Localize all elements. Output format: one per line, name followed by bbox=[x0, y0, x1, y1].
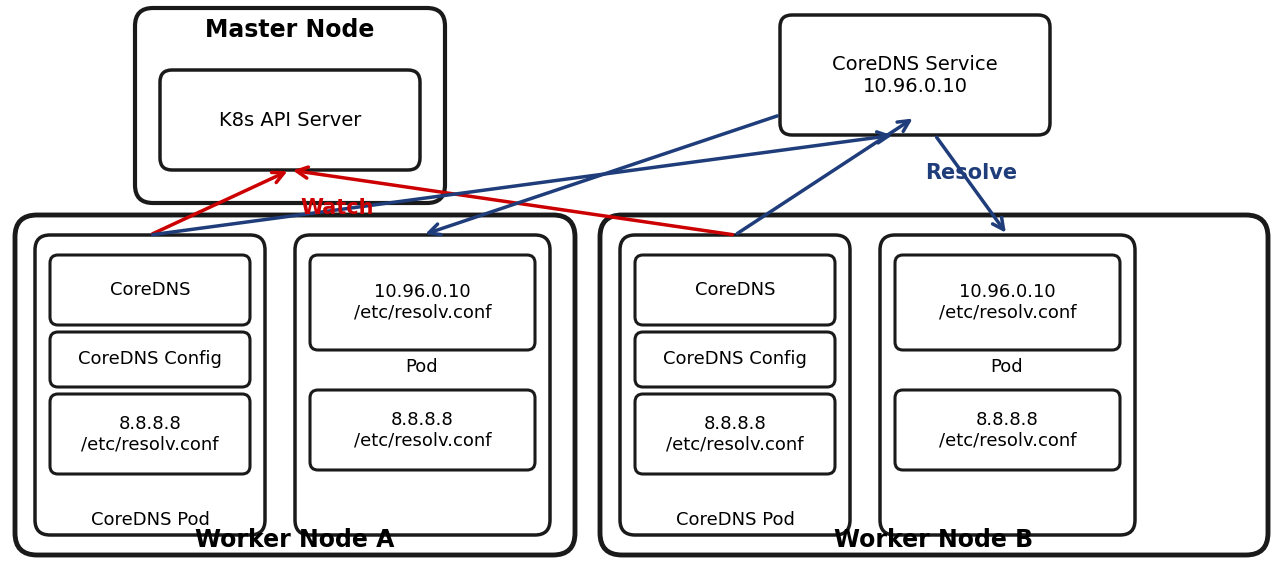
Text: 10.96.0.10
/etc/resolv.conf: 10.96.0.10 /etc/resolv.conf bbox=[354, 283, 492, 322]
Text: CoreDNS Config: CoreDNS Config bbox=[79, 350, 221, 369]
FancyBboxPatch shape bbox=[634, 332, 835, 387]
Text: Master Node: Master Node bbox=[206, 18, 375, 42]
FancyBboxPatch shape bbox=[50, 332, 250, 387]
FancyBboxPatch shape bbox=[50, 394, 250, 474]
FancyBboxPatch shape bbox=[880, 235, 1135, 535]
FancyBboxPatch shape bbox=[35, 235, 265, 535]
FancyBboxPatch shape bbox=[634, 394, 835, 474]
Text: CoreDNS Pod: CoreDNS Pod bbox=[90, 511, 210, 529]
Text: CoreDNS Pod: CoreDNS Pod bbox=[676, 511, 794, 529]
FancyBboxPatch shape bbox=[620, 235, 849, 535]
Text: 10.96.0.10
/etc/resolv.conf: 10.96.0.10 /etc/resolv.conf bbox=[938, 283, 1076, 322]
Text: Resolve: Resolve bbox=[925, 163, 1017, 183]
Text: CoreDNS Service
10.96.0.10: CoreDNS Service 10.96.0.10 bbox=[833, 55, 997, 96]
FancyBboxPatch shape bbox=[295, 235, 550, 535]
FancyBboxPatch shape bbox=[310, 390, 535, 470]
FancyBboxPatch shape bbox=[634, 255, 835, 325]
FancyBboxPatch shape bbox=[894, 255, 1120, 350]
FancyBboxPatch shape bbox=[160, 70, 420, 170]
Text: CoreDNS: CoreDNS bbox=[109, 281, 190, 299]
FancyBboxPatch shape bbox=[135, 8, 445, 203]
FancyBboxPatch shape bbox=[310, 255, 535, 350]
FancyBboxPatch shape bbox=[50, 255, 250, 325]
Text: Pod: Pod bbox=[405, 358, 439, 376]
Text: 8.8.8.8
/etc/resolv.conf: 8.8.8.8 /etc/resolv.conf bbox=[354, 410, 492, 450]
FancyBboxPatch shape bbox=[600, 215, 1268, 555]
Text: Worker Node B: Worker Node B bbox=[834, 528, 1033, 552]
FancyBboxPatch shape bbox=[894, 390, 1120, 470]
Text: CoreDNS Config: CoreDNS Config bbox=[663, 350, 807, 369]
FancyBboxPatch shape bbox=[780, 15, 1050, 135]
Text: K8s API Server: K8s API Server bbox=[219, 110, 362, 130]
Text: Worker Node A: Worker Node A bbox=[196, 528, 395, 552]
Text: Watch: Watch bbox=[300, 198, 373, 218]
Text: Pod: Pod bbox=[991, 358, 1023, 376]
Text: 8.8.8.8
/etc/resolv.conf: 8.8.8.8 /etc/resolv.conf bbox=[938, 410, 1076, 450]
Text: CoreDNS: CoreDNS bbox=[695, 281, 775, 299]
FancyBboxPatch shape bbox=[15, 215, 575, 555]
Text: 8.8.8.8
/etc/resolv.conf: 8.8.8.8 /etc/resolv.conf bbox=[81, 414, 219, 453]
Text: 8.8.8.8
/etc/resolv.conf: 8.8.8.8 /etc/resolv.conf bbox=[667, 414, 804, 453]
